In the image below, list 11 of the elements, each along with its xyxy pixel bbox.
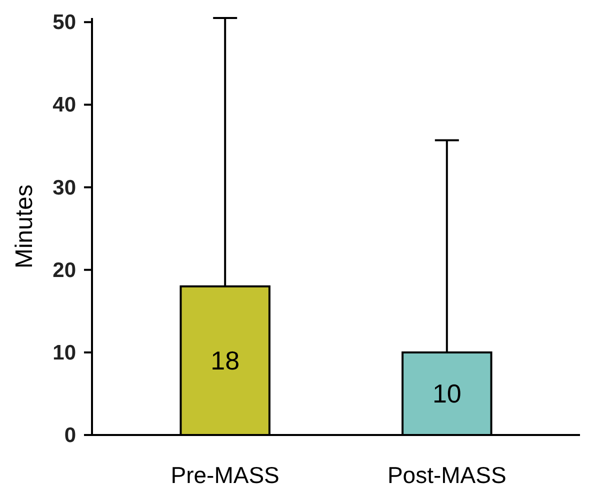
data-label: 10 [432, 378, 462, 409]
y-tick-label: 30 [52, 176, 76, 200]
x-tick-label: Pre-MASS [170, 462, 280, 488]
y-tick-label: 20 [52, 258, 76, 282]
x-tick-label: Post-MASS [387, 462, 506, 488]
y-axis-title: Minutes [11, 184, 38, 269]
y-tick-label: 40 [52, 94, 76, 117]
y-tick-label: 10 [52, 341, 76, 364]
data-label: 18 [210, 346, 240, 376]
y-tick-label: 50 [52, 11, 76, 34]
y-tick-label: 0 [64, 424, 76, 447]
